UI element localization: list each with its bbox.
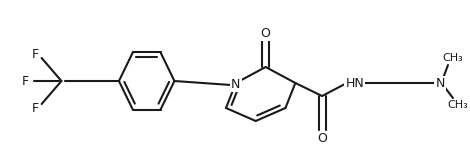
Text: N: N — [435, 76, 445, 90]
Text: O: O — [317, 132, 327, 145]
Text: CH₃: CH₃ — [443, 53, 463, 63]
Text: F: F — [32, 47, 39, 61]
Text: HN: HN — [345, 76, 364, 90]
Text: O: O — [261, 27, 271, 39]
Text: F: F — [32, 101, 39, 114]
Text: N: N — [231, 77, 241, 90]
Text: F: F — [22, 75, 29, 87]
Text: CH₃: CH₃ — [447, 100, 468, 110]
